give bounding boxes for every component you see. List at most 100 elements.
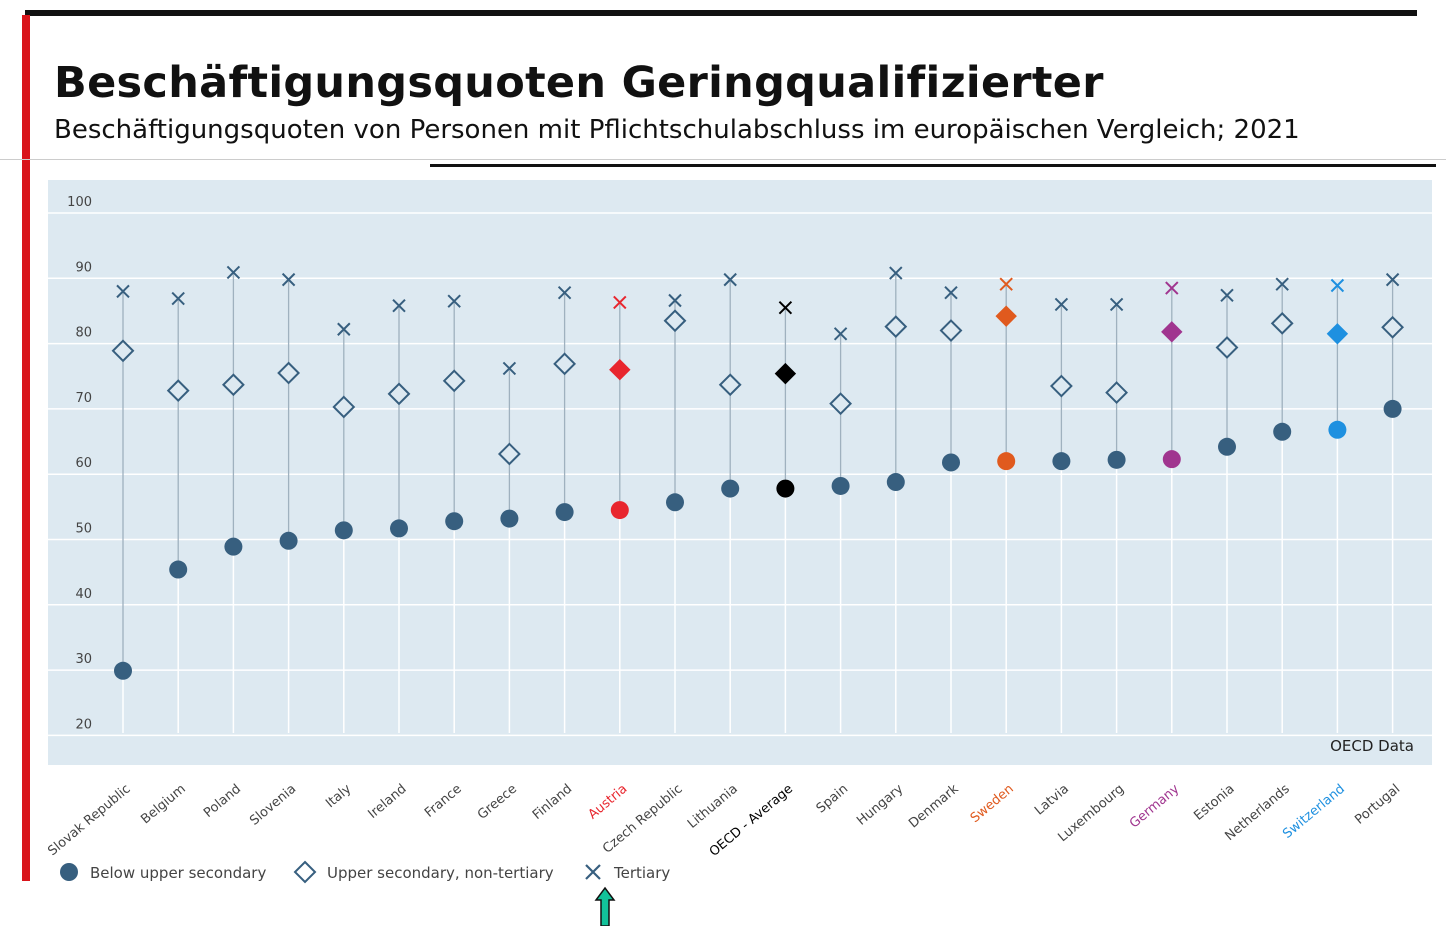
- x-tick-label: France: [422, 782, 465, 821]
- below-upper-secondary-marker: [334, 521, 353, 540]
- below-upper-secondary-marker: [886, 473, 905, 492]
- x-tick-label: Estonia: [1191, 782, 1237, 824]
- upper-secondary-marker: [718, 373, 742, 397]
- below-upper-secondary-marker: [721, 479, 740, 498]
- below-upper-secondary-marker: [1273, 422, 1292, 441]
- upper-secondary-marker: [829, 392, 853, 416]
- tertiary-marker: [502, 361, 517, 376]
- below-upper-secondary-marker: [997, 452, 1016, 471]
- tertiary-marker: [1054, 297, 1069, 312]
- upper-secondary-marker: [332, 395, 356, 419]
- upper-secondary-marker: [1381, 315, 1405, 339]
- below-upper-secondary-marker: [555, 503, 574, 522]
- below-upper-secondary-marker: [666, 493, 684, 512]
- tertiary-marker: [1330, 278, 1345, 293]
- below-upper-secondary-marker: [500, 509, 519, 528]
- plot-background: [48, 180, 1432, 765]
- tertiary-marker: [778, 300, 793, 315]
- tertiary-marker: [999, 277, 1013, 291]
- source-label: OECD Data: [1330, 737, 1414, 755]
- top-rule: [25, 10, 1417, 16]
- upper-secondary-marker: [166, 379, 190, 403]
- below-upper-secondary-marker: [224, 537, 243, 556]
- x-tick-label: Spain: [814, 782, 851, 817]
- below-upper-secondary-marker: [831, 476, 850, 495]
- page-subtitle: Beschäftigungsquoten von Personen mit Pf…: [54, 115, 1300, 145]
- tertiary-marker: [226, 265, 241, 280]
- tertiary-marker: [668, 293, 682, 308]
- x-tick-label: Germany: [1127, 781, 1183, 831]
- upper-secondary-marker: [939, 319, 963, 342]
- accent-bar: [22, 15, 30, 881]
- upper-secondary-marker: [1326, 323, 1349, 345]
- x-tick-label: Sweden: [968, 782, 1017, 827]
- below-upper-secondary-marker: [1218, 437, 1236, 456]
- tertiary-marker: [281, 272, 296, 287]
- upper-secondary-marker: [1270, 311, 1294, 335]
- x-tick-label: Slovenia: [247, 782, 299, 829]
- upper-secondary-marker: [663, 309, 687, 333]
- below-upper-secondary-marker: [114, 661, 132, 680]
- below-upper-secondary-marker: [942, 453, 960, 472]
- divider: [0, 159, 1446, 160]
- upper-secondary-marker: [774, 362, 797, 385]
- upper-secondary-marker: [387, 382, 411, 406]
- below-upper-secondary-marker: [1328, 420, 1347, 439]
- x-tick-label: Ireland: [365, 782, 409, 822]
- upper-secondary-marker: [442, 369, 466, 393]
- below-upper-secondary-marker: [390, 519, 408, 538]
- tertiary-marker: [337, 322, 351, 336]
- upper-secondary-marker: [497, 442, 521, 466]
- x-tick-label: Latvia: [1032, 782, 1072, 819]
- tertiary-marker: [447, 294, 461, 308]
- upper-secondary-marker: [111, 339, 135, 363]
- x-tick-label: Greece: [475, 782, 520, 823]
- x-tick-label: Finland: [530, 782, 575, 823]
- tertiary-marker: [944, 285, 958, 300]
- y-tick-label: 40: [75, 587, 92, 602]
- upper-secondary-marker: [1105, 381, 1129, 404]
- upper-secondary-marker: [553, 352, 577, 376]
- y-tick-label: 20: [75, 717, 92, 732]
- upper-secondary-marker: [995, 305, 1017, 327]
- tertiary-marker: [889, 266, 903, 280]
- tertiary-marker: [1220, 288, 1234, 302]
- below-upper-secondary-marker: [445, 512, 464, 531]
- below-upper-secondary-marker: [610, 501, 629, 520]
- tertiary-marker: [116, 284, 130, 299]
- y-tick-label: 60: [75, 456, 92, 471]
- legend-diamond-icon: [293, 860, 317, 884]
- below-upper-secondary-marker: [169, 560, 188, 579]
- x-tick-label: Lithuania: [685, 782, 741, 832]
- x-tick-label: Portugal: [1352, 782, 1403, 828]
- below-upper-secondary-marker: [776, 479, 795, 498]
- below-upper-secondary-marker: [1162, 450, 1181, 469]
- upper-secondary-marker: [884, 315, 908, 339]
- y-tick-label: 80: [75, 326, 92, 341]
- tertiary-marker: [557, 285, 572, 300]
- x-tick-label: Hungary: [854, 781, 906, 828]
- y-tick-label: 100: [67, 195, 92, 210]
- arrow-up-icon: [594, 886, 616, 926]
- tertiary-marker: [392, 299, 406, 313]
- tertiary-marker: [613, 295, 627, 310]
- upper-secondary-marker: [1049, 374, 1073, 398]
- below-upper-secondary-marker: [1107, 450, 1126, 469]
- y-tick-label: 30: [75, 652, 92, 667]
- tertiary-marker: [723, 272, 737, 287]
- legend-label: Tertiary: [613, 864, 670, 882]
- x-tick-label: Denmark: [906, 781, 962, 831]
- tertiary-marker: [1109, 297, 1124, 312]
- upper-secondary-marker: [277, 361, 301, 385]
- tertiary-marker: [1385, 272, 1400, 287]
- tertiary-marker: [1165, 281, 1179, 295]
- y-tick-label: 50: [75, 522, 92, 537]
- upper-secondary-marker: [221, 373, 245, 397]
- tertiary-marker: [171, 291, 185, 306]
- legend-x-icon: [585, 864, 601, 880]
- y-tick-label: 70: [75, 391, 92, 406]
- tertiary-marker: [1275, 277, 1289, 291]
- x-tick-label: Italy: [323, 781, 354, 811]
- below-upper-secondary-marker: [279, 531, 298, 550]
- page-title: Beschäftigungsquoten Geringqualifizierte…: [54, 58, 1104, 108]
